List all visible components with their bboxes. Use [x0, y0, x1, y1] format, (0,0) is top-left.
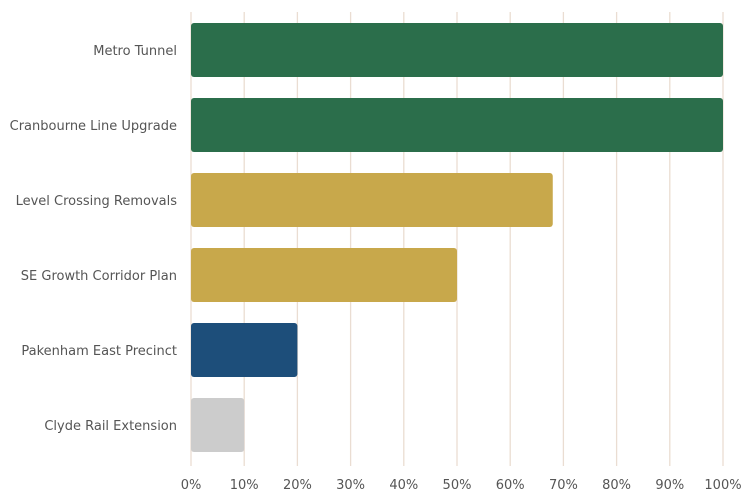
- gridlines: [190, 12, 724, 466]
- category-label: Clyde Rail Extension: [44, 419, 177, 434]
- category-label: SE Growth Corridor Plan: [21, 269, 177, 284]
- x-tick-label: 30%: [336, 478, 365, 493]
- x-tick-label: 50%: [443, 478, 472, 493]
- bar: [191, 98, 723, 152]
- bar: [191, 173, 553, 227]
- x-tick-label: 80%: [602, 478, 631, 493]
- bar: [191, 398, 245, 452]
- x-tick-label: 40%: [389, 478, 418, 493]
- category-label: Cranbourne Line Upgrade: [10, 119, 177, 134]
- category-label: Metro Tunnel: [93, 44, 177, 59]
- x-tick-label: 60%: [496, 478, 525, 493]
- bar: [191, 23, 723, 77]
- x-tick-label: 0%: [181, 478, 202, 493]
- bars: [191, 23, 723, 452]
- x-tick-label: 10%: [230, 478, 259, 493]
- x-axis-labels: 0% 10% 20% 30% 40% 50% 60% 70% 80% 90% 100%: [181, 478, 742, 493]
- x-tick-label: 90%: [655, 478, 684, 493]
- x-tick-label: 100%: [704, 478, 741, 493]
- x-tick-label: 20%: [283, 478, 312, 493]
- y-axis-labels: Metro Tunnel Cranbourne Line Upgrade Level…: [10, 44, 178, 434]
- category-label: Pakenham East Precinct: [21, 344, 177, 359]
- bar: [191, 323, 298, 377]
- bar: [191, 248, 457, 302]
- x-tick-label: 70%: [549, 478, 578, 493]
- category-label: Level Crossing Removals: [16, 194, 178, 209]
